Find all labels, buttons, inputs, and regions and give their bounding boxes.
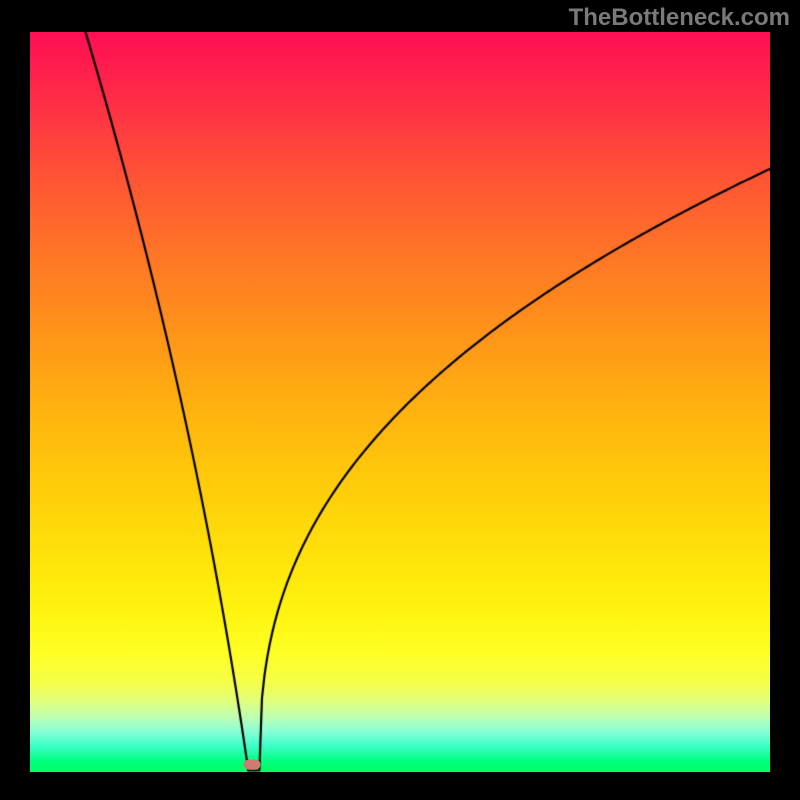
curve-layer: [0, 0, 800, 800]
watermark-text: TheBottleneck.com: [569, 4, 790, 32]
chart-stage: TheBottleneck.com: [0, 0, 800, 800]
optimal-point-marker: [244, 759, 261, 770]
